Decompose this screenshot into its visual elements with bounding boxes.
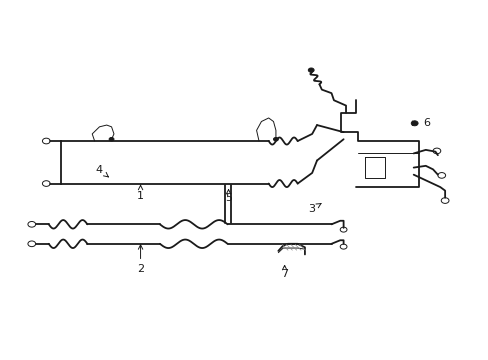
Text: 5: 5 bbox=[224, 190, 232, 203]
Circle shape bbox=[410, 121, 417, 126]
Text: 3: 3 bbox=[308, 203, 321, 214]
Text: 1: 1 bbox=[137, 185, 144, 202]
Text: 2: 2 bbox=[137, 245, 144, 274]
Circle shape bbox=[308, 68, 313, 72]
Circle shape bbox=[109, 138, 114, 141]
Text: 7: 7 bbox=[281, 265, 287, 279]
Text: 6: 6 bbox=[411, 118, 429, 128]
Text: 4: 4 bbox=[96, 165, 108, 177]
Circle shape bbox=[273, 138, 278, 141]
